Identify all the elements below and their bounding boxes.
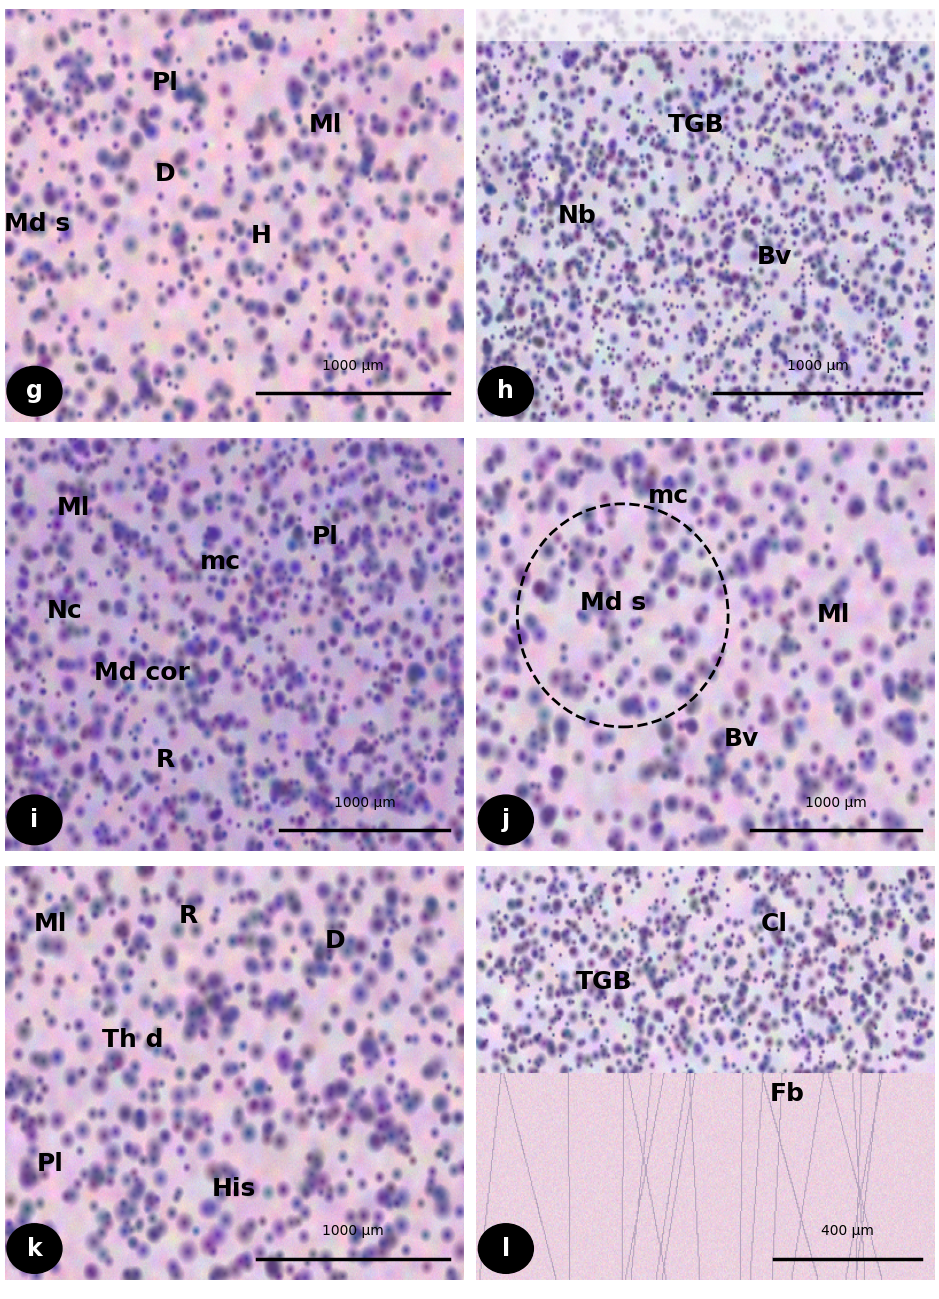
Text: Nc: Nc — [46, 599, 82, 624]
Text: mc: mc — [199, 549, 240, 574]
Text: Nb: Nb — [558, 204, 596, 227]
Text: His: His — [211, 1177, 256, 1200]
Text: i: i — [30, 808, 38, 831]
Text: 1000 μm: 1000 μm — [805, 795, 867, 809]
Text: Pl: Pl — [151, 71, 178, 95]
Text: TGB: TGB — [576, 970, 633, 994]
Text: D: D — [324, 929, 345, 952]
Text: 1000 μm: 1000 μm — [322, 1224, 384, 1238]
Text: Bv: Bv — [724, 727, 760, 751]
Text: Ml: Ml — [34, 912, 68, 937]
Text: 1000 μm: 1000 μm — [322, 359, 384, 373]
Text: 1000 μm: 1000 μm — [333, 795, 395, 809]
Circle shape — [7, 366, 62, 416]
Text: k: k — [26, 1237, 42, 1260]
Text: l: l — [501, 1237, 510, 1260]
Circle shape — [478, 795, 533, 844]
Text: Md cor: Md cor — [94, 661, 190, 685]
Text: Th d: Th d — [102, 1028, 163, 1052]
Text: 1000 μm: 1000 μm — [787, 359, 848, 373]
Text: mc: mc — [648, 483, 689, 508]
Text: Ml: Ml — [56, 496, 90, 520]
Text: TGB: TGB — [668, 113, 724, 136]
Text: Md s: Md s — [580, 591, 647, 614]
Text: j: j — [501, 808, 510, 831]
Circle shape — [478, 366, 533, 416]
Text: g: g — [26, 379, 43, 403]
Circle shape — [7, 795, 62, 844]
Text: R: R — [178, 904, 197, 927]
Text: Bv: Bv — [756, 246, 792, 269]
Text: Ml: Ml — [309, 113, 342, 136]
Text: Pl: Pl — [37, 1152, 64, 1176]
Text: h: h — [498, 379, 515, 403]
Text: Cl: Cl — [761, 912, 788, 937]
Text: Pl: Pl — [312, 525, 339, 549]
Text: Md s: Md s — [4, 212, 69, 236]
Text: Ml: Ml — [817, 604, 850, 627]
Text: 400 μm: 400 μm — [821, 1224, 873, 1238]
Text: H: H — [251, 225, 271, 248]
Text: D: D — [155, 162, 176, 186]
Circle shape — [7, 1224, 62, 1273]
Text: R: R — [156, 748, 175, 772]
Circle shape — [478, 1224, 533, 1273]
Text: Fb: Fb — [770, 1082, 805, 1105]
